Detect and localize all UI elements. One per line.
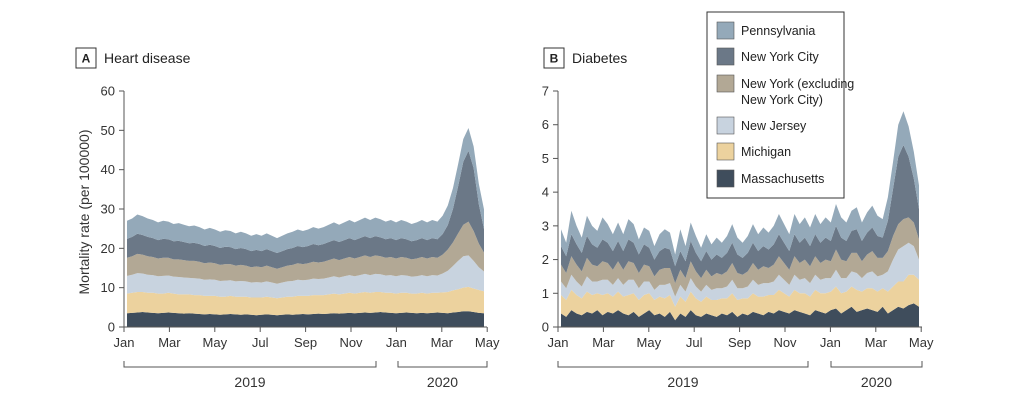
year-bracket: [397, 361, 488, 368]
x-tick-label: Sep: [728, 335, 751, 350]
x-tick-label: Jan: [820, 335, 841, 350]
x-tick-label: Mar: [592, 335, 615, 350]
panel-a-letter: A: [82, 52, 91, 66]
legend-label: Michigan: [741, 145, 791, 159]
year-bracket: [557, 361, 809, 368]
legend-label: Massachusetts: [741, 172, 824, 186]
x-tick-label: Jul: [252, 335, 269, 350]
area-michigan: [561, 274, 919, 321]
y-tick-label: 40: [101, 162, 115, 177]
panel-a-header: A Heart disease: [75, 47, 191, 69]
legend-swatch: [716, 21, 735, 40]
legend: Pennsylvania New York City New York (exclu…: [706, 11, 854, 199]
legend-label-line: New York City): [741, 93, 823, 107]
x-tick-label: May: [637, 335, 662, 350]
panel-a-letter-box: [75, 47, 97, 69]
year-bracket: [830, 361, 923, 368]
legend-label: New York (excluding New York City): [741, 77, 854, 107]
panel-b-header: B Diabetes: [543, 47, 627, 69]
y-tick-label: 60: [101, 84, 115, 99]
legend-box: [706, 11, 845, 199]
legend-swatch: [716, 47, 735, 66]
y-tick-label: 0: [108, 320, 115, 335]
y-tick-label: 50: [101, 123, 115, 138]
panel-a-heart-disease: 0 10 20 30 40 50 60 Jan Mar May Jul Sep Nov Jan Mar May…: [101, 84, 500, 391]
year-label: 2020: [861, 374, 892, 390]
x-tick-label: Sep: [294, 335, 317, 350]
legend-label: New Jersey: [741, 119, 807, 133]
area-new-jersey: [561, 242, 919, 307]
legend-label-line: New York (excluding: [741, 77, 854, 91]
area-pennsylvania: [561, 111, 919, 267]
panel-b-letter: B: [550, 52, 559, 66]
y-tick-label: 1: [542, 286, 549, 301]
legend-label: Pennsylvania: [741, 24, 815, 38]
x-tick-label: Jan: [548, 335, 569, 350]
y-tick-label: 6: [542, 117, 549, 132]
x-tick-label: May: [475, 335, 500, 350]
x-tick-label: May: [203, 335, 228, 350]
x-tick-label: Mar: [158, 335, 181, 350]
area-new-york-excluding-new-york-city: [127, 221, 484, 284]
y-tick-label: 2: [542, 252, 549, 267]
y-tick-label: 30: [101, 202, 115, 217]
panel-b-diabetes: 0 1 2 3 4 5 6 7 Jan Mar May Jul Sep Nov Jan Mar May 2019 2…: [542, 84, 934, 391]
area-new-jersey: [127, 255, 484, 299]
legend-swatch: [716, 116, 735, 135]
x-tick-label: Mar: [865, 335, 888, 350]
x-tick-label: Nov: [339, 335, 363, 350]
panel-b-letter-box: [543, 47, 565, 69]
x-tick-label: Jul: [686, 335, 703, 350]
y-tick-label: 5: [542, 151, 549, 166]
area-new-york-city: [127, 150, 484, 269]
y-tick-label: 7: [542, 84, 549, 99]
legend-swatch: [716, 142, 735, 161]
y-tick-label: 0: [542, 320, 549, 335]
area-pennsylvania: [127, 127, 484, 254]
x-tick-label: Jan: [386, 335, 407, 350]
year-label: 2020: [427, 374, 458, 390]
area-new-york-excluding-new-york-city: [561, 217, 919, 297]
area-new-york-city: [561, 144, 919, 284]
y-tick-label: 10: [101, 280, 115, 295]
y-tick-label: 3: [542, 218, 549, 233]
y-tick-label: 20: [101, 241, 115, 256]
area-massachusetts: [127, 311, 484, 327]
year-label: 2019: [667, 374, 698, 390]
x-tick-label: May: [909, 335, 934, 350]
area-michigan: [127, 286, 484, 316]
x-tick-label: Mar: [431, 335, 454, 350]
legend-swatch: [716, 74, 735, 93]
legend-swatch: [716, 169, 735, 188]
year-label: 2019: [234, 374, 265, 390]
panel-a-title: Heart disease: [104, 50, 191, 66]
y-axis-title: Mortality rate (per 100000): [76, 130, 92, 295]
year-bracket: [123, 361, 377, 368]
x-tick-label: Jan: [114, 335, 135, 350]
y-tick-label: 4: [542, 185, 549, 200]
legend-label: New York City: [741, 50, 820, 64]
x-tick-label: Nov: [773, 335, 797, 350]
panel-b-title: Diabetes: [572, 50, 627, 66]
